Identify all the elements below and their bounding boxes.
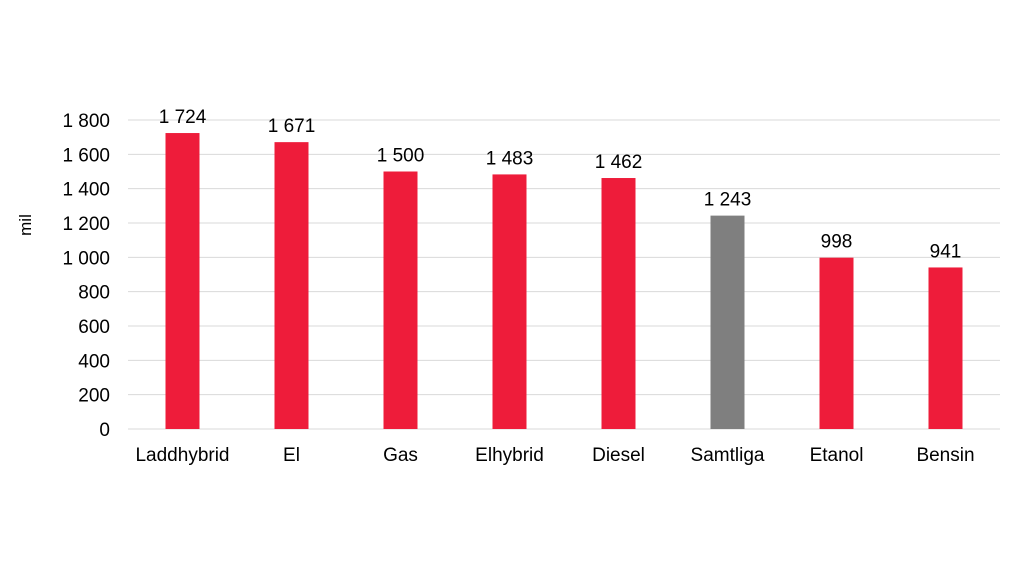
y-axis-tick-labels: 0 200 400 600 800 1 000 1 200 1 400 1 600 1 800 bbox=[62, 111, 110, 441]
data-label-etanol: 998 bbox=[821, 232, 853, 253]
data-label-samtliga: 1 243 bbox=[704, 190, 752, 211]
bar-laddhybrid bbox=[165, 133, 200, 429]
bar-diesel bbox=[601, 178, 636, 429]
category-label-laddhybrid: Laddhybrid bbox=[135, 445, 229, 466]
y-tick-label: 1 200 bbox=[62, 214, 110, 235]
data-labels: 1 724 1 671 1 500 1 483 1 462 1 243 998 941 bbox=[159, 107, 962, 262]
category-label-samtliga: Samtliga bbox=[691, 445, 765, 466]
y-tick-label: 1 400 bbox=[62, 180, 110, 201]
data-label-laddhybrid: 1 724 bbox=[159, 107, 207, 128]
y-tick-label: 1 000 bbox=[62, 248, 110, 269]
y-tick-label: 400 bbox=[78, 351, 110, 372]
data-label-bensin: 941 bbox=[930, 241, 962, 262]
category-label-bensin: Bensin bbox=[916, 445, 974, 466]
data-label-gas: 1 500 bbox=[377, 146, 425, 167]
bar-etanol bbox=[819, 257, 854, 429]
bars bbox=[165, 133, 963, 429]
y-axis-title: mil bbox=[16, 214, 35, 236]
y-tick-label: 0 bbox=[99, 420, 110, 441]
data-label-elhybrid: 1 483 bbox=[486, 148, 534, 169]
y-tick-label: 1 600 bbox=[62, 145, 110, 166]
category-label-gas: Gas bbox=[383, 445, 418, 466]
bar-gas bbox=[383, 171, 418, 429]
category-label-elhybrid: Elhybrid bbox=[475, 445, 544, 466]
x-axis-category-labels: Laddhybrid El Gas Elhybrid Diesel Samtliga Eta… bbox=[135, 445, 974, 466]
bar-bensin bbox=[928, 267, 963, 429]
y-tick-label: 600 bbox=[78, 317, 110, 338]
bar-samtliga bbox=[710, 215, 745, 429]
bar-elhybrid bbox=[492, 174, 527, 429]
category-label-etanol: Etanol bbox=[810, 445, 864, 466]
data-label-diesel: 1 462 bbox=[595, 152, 643, 173]
category-label-el: El bbox=[283, 445, 300, 466]
category-label-diesel: Diesel bbox=[592, 445, 645, 466]
data-label-el: 1 671 bbox=[268, 116, 316, 137]
bar-el bbox=[274, 142, 309, 429]
gridlines bbox=[128, 119, 1000, 430]
y-tick-label: 1 800 bbox=[62, 111, 110, 132]
y-tick-label: 200 bbox=[78, 386, 110, 407]
y-tick-label: 800 bbox=[78, 283, 110, 304]
